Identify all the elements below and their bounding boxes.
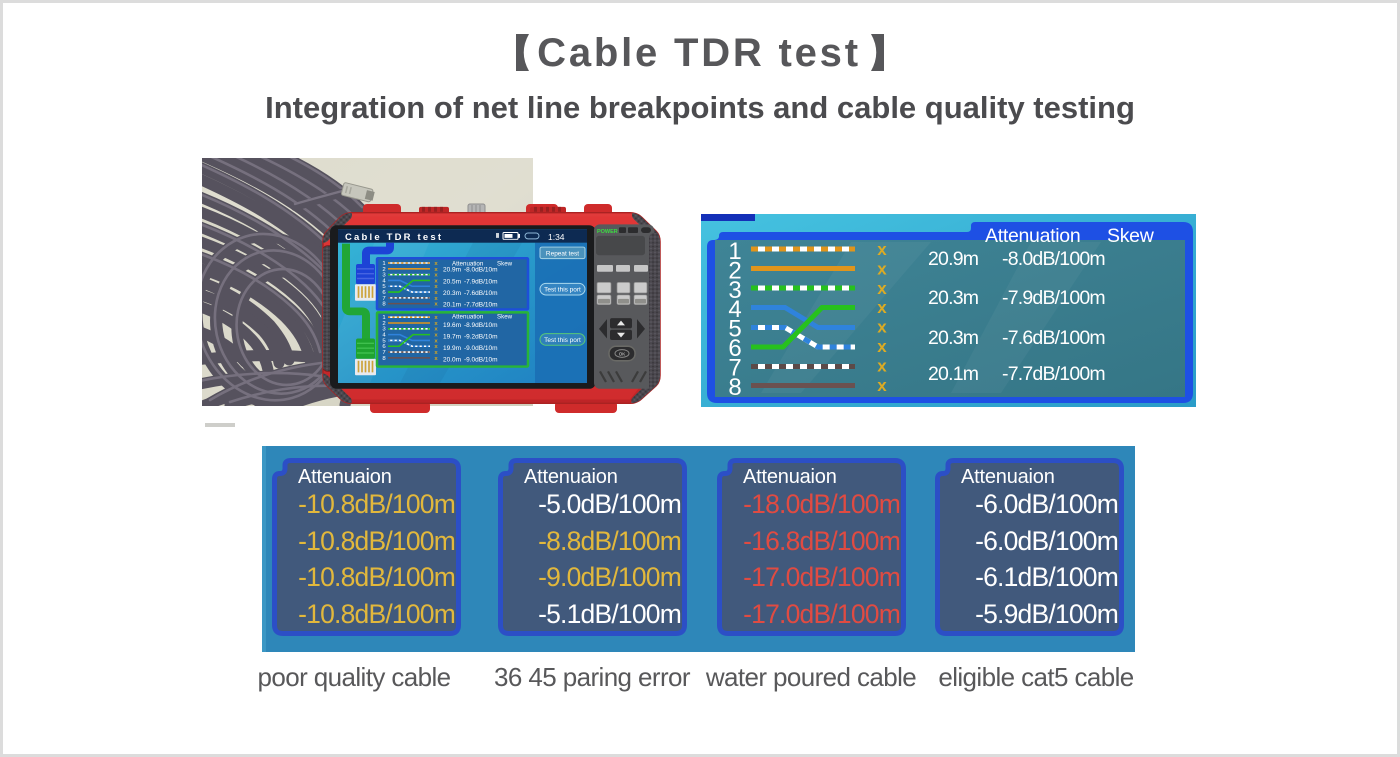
svg-text:20.5m: 20.5m (443, 278, 461, 285)
svg-text:3: 3 (728, 277, 741, 304)
svg-text:Skew: Skew (497, 261, 513, 268)
svg-text:7: 7 (382, 296, 385, 302)
svg-text:19.9m: 19.9m (443, 345, 461, 352)
svg-text:4: 4 (382, 333, 386, 339)
svg-text:x: x (434, 327, 438, 333)
svg-text:OK: OK (619, 351, 626, 356)
svg-text:3: 3 (382, 273, 386, 279)
svg-text:Attenuation: Attenuation (985, 225, 1080, 247)
svg-text:x: x (434, 290, 438, 296)
svg-text:19.6m: 19.6m (443, 322, 461, 329)
svg-text:Repeat test: Repeat test (546, 250, 579, 257)
svg-text:x: x (877, 318, 887, 337)
svg-text:5: 5 (382, 284, 386, 290)
svg-text:x: x (434, 302, 438, 308)
svg-text:Skew: Skew (497, 314, 513, 321)
svg-text:2: 2 (382, 321, 385, 327)
svg-text:Cable TDR test: Cable TDR test (345, 232, 443, 242)
svg-text:20.0m: 20.0m (443, 357, 461, 364)
svg-text:x: x (877, 260, 887, 279)
svg-text:x: x (877, 337, 887, 356)
svg-text:POWER: POWER (597, 229, 618, 235)
svg-text:6: 6 (728, 335, 741, 362)
svg-text:x: x (434, 296, 438, 302)
svg-text:3: 3 (382, 327, 386, 333)
svg-text:Test this port: Test this port (544, 287, 581, 294)
svg-text:20.1m: 20.1m (443, 302, 461, 309)
svg-text:x: x (877, 357, 887, 376)
svg-text:1:34: 1:34 (548, 232, 565, 242)
svg-text:x: x (434, 261, 438, 267)
svg-text:1: 1 (382, 315, 385, 321)
svg-text:1: 1 (728, 238, 741, 265)
svg-text:4: 4 (382, 278, 386, 284)
svg-text:-8.0dB/100m: -8.0dB/100m (1002, 248, 1105, 270)
svg-text:20.3m: 20.3m (928, 287, 978, 309)
svg-text:x: x (434, 344, 438, 350)
svg-text:1: 1 (382, 261, 385, 267)
svg-text:x: x (434, 321, 438, 327)
svg-text:x: x (434, 333, 438, 339)
svg-text:x: x (434, 350, 438, 356)
svg-text:-7.7dB/100m: -7.7dB/100m (1002, 363, 1105, 385)
svg-text:20.1m: 20.1m (928, 363, 978, 385)
svg-text:8: 8 (728, 374, 741, 401)
svg-text:x: x (434, 356, 438, 362)
svg-text:x: x (434, 267, 438, 273)
svg-text:2: 2 (382, 267, 385, 273)
svg-text:6: 6 (382, 344, 386, 350)
svg-text:Test this port: Test this port (544, 337, 581, 344)
svg-text:5: 5 (728, 316, 741, 343)
svg-text:-9.0dB/10m: -9.0dB/10m (464, 345, 498, 352)
svg-text:x: x (877, 298, 887, 317)
svg-text:x: x (434, 338, 438, 344)
svg-text:2: 2 (728, 258, 741, 285)
svg-text:20.3m: 20.3m (928, 327, 978, 349)
svg-text:19.7m: 19.7m (443, 334, 461, 341)
svg-text:-8.0dB/10m: -8.0dB/10m (464, 267, 498, 274)
svg-text:-8.9dB/10m: -8.9dB/10m (464, 322, 498, 329)
svg-text:8: 8 (382, 302, 386, 308)
svg-text:7: 7 (382, 350, 385, 356)
svg-text:-7.6dB/10m: -7.6dB/10m (464, 290, 498, 297)
svg-text:x: x (434, 284, 438, 290)
svg-text:x: x (877, 279, 887, 298)
svg-text:-7.7dB/10m: -7.7dB/10m (464, 302, 498, 309)
svg-text:-7.9dB/10m: -7.9dB/10m (464, 278, 498, 285)
svg-text:20.9m: 20.9m (443, 267, 461, 274)
svg-text:7: 7 (728, 355, 741, 382)
svg-text:-9.2dB/10m: -9.2dB/10m (464, 334, 498, 341)
svg-text:Attenuation: Attenuation (452, 314, 483, 321)
svg-text:4: 4 (728, 296, 741, 323)
svg-text:-7.9dB/100m: -7.9dB/100m (1002, 287, 1105, 309)
svg-text:20.9m: 20.9m (928, 248, 978, 270)
svg-text:Attenuation: Attenuation (452, 261, 483, 268)
svg-text:x: x (877, 240, 887, 259)
svg-text:x: x (877, 376, 887, 395)
svg-text:-7.6dB/100m: -7.6dB/100m (1002, 327, 1105, 349)
svg-text:x: x (434, 278, 438, 284)
svg-text:5: 5 (382, 338, 386, 344)
svg-text:x: x (434, 315, 438, 321)
svg-text:8: 8 (382, 356, 386, 362)
svg-text:-9.0dB/10m: -9.0dB/10m (464, 357, 498, 364)
svg-text:Skew: Skew (1107, 225, 1155, 247)
svg-text:x: x (434, 273, 438, 279)
svg-text:6: 6 (382, 290, 386, 296)
svg-text:20.3m: 20.3m (443, 290, 461, 297)
